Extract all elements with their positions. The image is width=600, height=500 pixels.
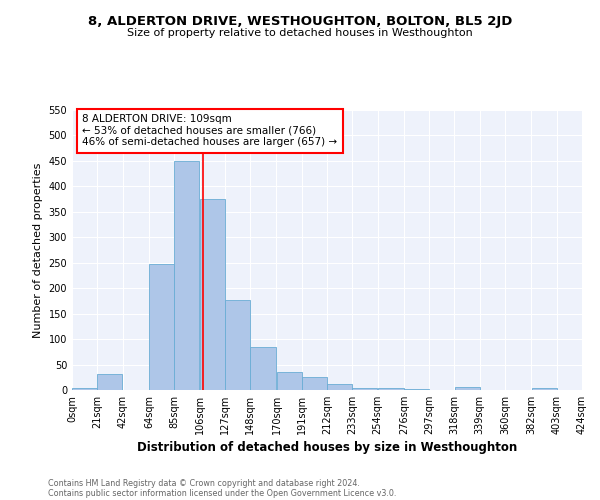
- Text: Contains HM Land Registry data © Crown copyright and database right 2024.: Contains HM Land Registry data © Crown c…: [48, 478, 360, 488]
- Bar: [532, 388, 557, 390]
- Bar: [225, 300, 250, 390]
- Bar: [377, 388, 404, 390]
- Bar: [327, 384, 352, 390]
- Bar: [277, 372, 302, 390]
- X-axis label: Distribution of detached houses by size in Westhoughton: Distribution of detached houses by size …: [137, 441, 517, 454]
- Bar: [200, 199, 224, 390]
- Bar: [175, 162, 199, 390]
- Text: 8 ALDERTON DRIVE: 109sqm
← 53% of detached houses are smaller (766)
46% of semi-: 8 ALDERTON DRIVE: 109sqm ← 53% of detach…: [82, 114, 337, 148]
- Text: 8, ALDERTON DRIVE, WESTHOUGHTON, BOLTON, BL5 2JD: 8, ALDERTON DRIVE, WESTHOUGHTON, BOLTON,…: [88, 15, 512, 28]
- Bar: [302, 378, 327, 390]
- Bar: [455, 388, 479, 390]
- Bar: [250, 347, 277, 390]
- Text: Contains public sector information licensed under the Open Government Licence v3: Contains public sector information licen…: [48, 488, 397, 498]
- Y-axis label: Number of detached properties: Number of detached properties: [33, 162, 43, 338]
- Bar: [149, 264, 174, 390]
- Bar: [97, 374, 122, 390]
- Bar: [352, 388, 377, 390]
- Text: Size of property relative to detached houses in Westhoughton: Size of property relative to detached ho…: [127, 28, 473, 38]
- Bar: [72, 388, 97, 390]
